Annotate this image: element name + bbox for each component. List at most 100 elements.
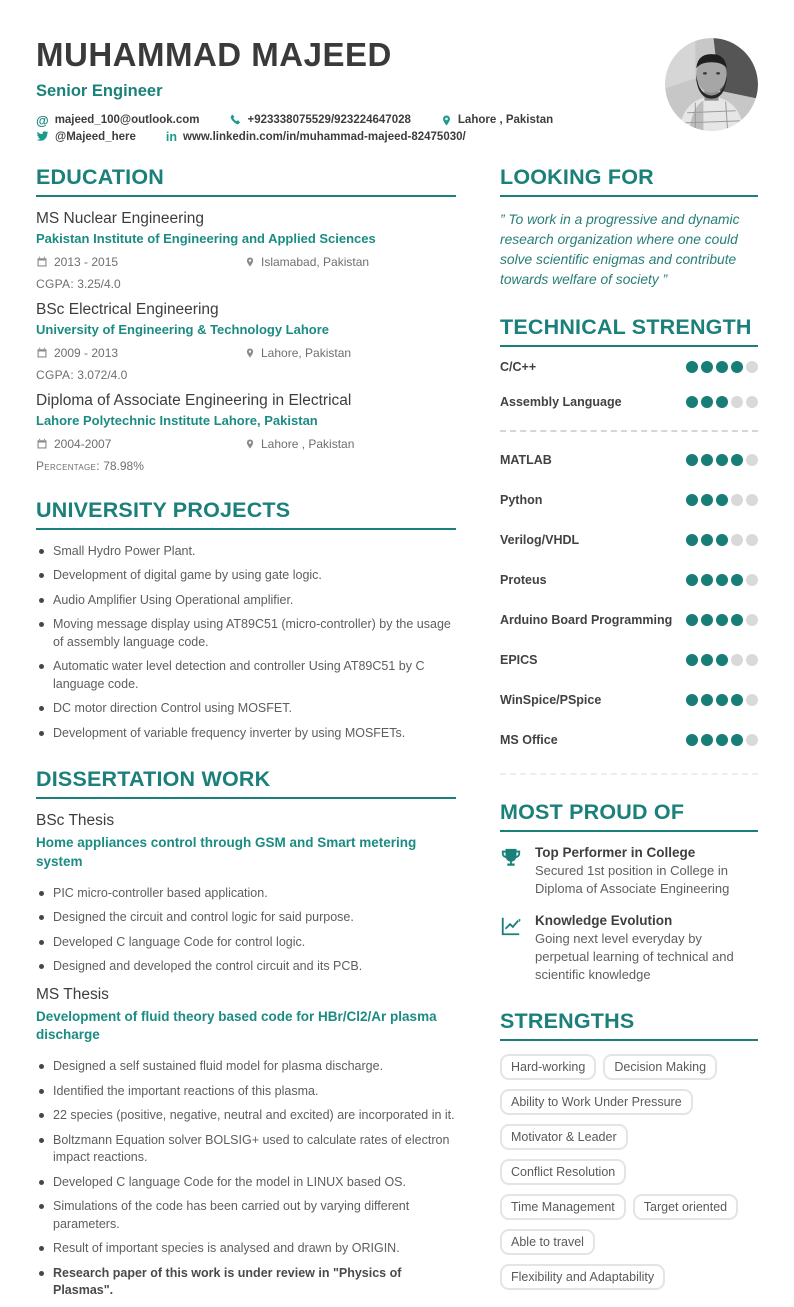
pin-icon [442, 115, 450, 126]
skill-level-dots [686, 574, 758, 587]
edu-dates: 2009 - 2013 [54, 345, 119, 360]
strength-tag: Able to travel [500, 1229, 595, 1256]
project-bullet: Moving message display using AT89C51 (mi… [36, 616, 456, 651]
skill-level-dots [686, 361, 758, 374]
bsc-thesis-list: PIC micro-controller based application. … [36, 885, 456, 976]
skill-level-dots [686, 654, 758, 667]
skills-divider [500, 773, 758, 776]
person-name: MUHAMMAD MAJEED [36, 36, 392, 73]
project-bullet: Small Hydro Power Plant. [36, 543, 456, 561]
linkedin-link[interactable]: in www.linkedin.com/in/muhammad-majeed-8… [166, 131, 466, 144]
project-bullet: Audio Amplifier Using Operational amplif… [36, 592, 456, 610]
thesis-bullet: 22 species (positive, negative, neutral … [36, 1107, 456, 1125]
twitter-link[interactable]: @Majeed_here [36, 131, 136, 144]
strength-tag: Conflict Resolution [500, 1159, 627, 1186]
skill-label: Arduino Board Programming [500, 613, 673, 628]
pin-icon [246, 439, 254, 449]
pin-icon [246, 257, 254, 267]
proud-title: Top Performer in College [535, 845, 696, 861]
twitter-icon [36, 131, 49, 142]
project-bullet: DC motor direction Control using MOSFET. [36, 700, 456, 718]
bsc-thesis-title: BSc Thesis [36, 812, 115, 830]
linkedin-text: www.linkedin.com/in/muhammad-majeed-8247… [183, 130, 466, 143]
location-text: Lahore , Pakistan [457, 114, 554, 127]
education-item: MS Nuclear Engineering Pakistan Institut… [36, 210, 456, 291]
thesis-bullet: Developed C language Code for the model … [36, 1174, 456, 1192]
skill-row: Python [500, 493, 758, 507]
strength-tag: Flexibility and Adaptability [500, 1264, 666, 1291]
university-projects-list: Small Hydro Power Plant. Development of … [36, 543, 456, 743]
edu-dates: 2004-2007 [54, 436, 112, 451]
thesis-bullet: Designed a self sustained fluid model fo… [36, 1058, 456, 1076]
chart-up-icon [501, 917, 521, 935]
school-name: Pakistan Institute of Engineering and Ap… [36, 231, 376, 247]
strength-tag: Time Management [500, 1194, 626, 1221]
calendar-icon [37, 347, 47, 358]
education-heading: EDUCATION [36, 165, 456, 198]
proud-desc: Going next level everyday by perpetual l… [535, 930, 734, 982]
bsc-thesis-subtitle: Home appliances control through GSM and … [36, 835, 417, 869]
skill-level-dots [686, 396, 758, 409]
score-label: CGPA: [36, 367, 74, 382]
ms-thesis-title: MS Thesis [36, 985, 109, 1003]
score-value: 3.25/4.0 [77, 277, 121, 292]
degree-title: MS Nuclear Engineering [36, 210, 205, 228]
project-bullet: Development of digital game by using gat… [36, 567, 456, 585]
location-item: Lahore , Pakistan [441, 114, 553, 127]
technical-strength-heading: TECHNICAL STRENGTH [500, 315, 758, 348]
education-item: Diploma of Associate Engineering in Elec… [36, 392, 456, 473]
strength-tag: Target oriented [632, 1194, 739, 1221]
phone-text: +923338075529/923224647028 [247, 114, 411, 127]
strengths-heading: STRENGTHS [500, 1009, 758, 1042]
education-item: BSc Electrical Engineering University of… [36, 301, 456, 382]
thesis-bullet-highlight: Research paper of this work is under rev… [36, 1265, 456, 1300]
thesis-bullet: Designed and developed the control circu… [36, 958, 456, 976]
email-link[interactable]: @ majeed_100@outlook.com [36, 114, 199, 127]
skill-label: Assembly Language [500, 395, 622, 410]
skill-level-dots [686, 494, 758, 507]
looking-for-heading: LOOKING FOR [500, 165, 758, 198]
at-icon: @ [36, 112, 49, 128]
thesis-bullet: Identified the important reactions of th… [36, 1083, 456, 1101]
linkedin-icon: in [165, 129, 177, 144]
proud-title: Knowledge Evolution [535, 912, 673, 928]
edu-location: Lahore, Pakistan [261, 345, 352, 360]
score-label: Percentage: [36, 458, 100, 473]
calendar-icon [37, 438, 47, 449]
skill-row: Proteus [500, 573, 758, 587]
skill-label: Proteus [500, 573, 547, 588]
proud-item: Knowledge Evolution Going next level eve… [500, 913, 758, 985]
degree-title: Diploma of Associate Engineering in Elec… [36, 391, 352, 409]
thesis-bullet: Developed C language Code for control lo… [36, 934, 456, 952]
skill-row: C/C++ [500, 360, 758, 374]
skill-row: WinSpice/PSpice [500, 693, 758, 707]
right-column: LOOKING FOR ” To work in a progressive a… [500, 143, 758, 1307]
skill-row: Assembly Language [500, 395, 758, 409]
skill-row: MATLAB [500, 453, 758, 467]
edu-location: Islamabad, Pakistan [261, 255, 370, 270]
skill-row: Verilog/VHDL [500, 533, 758, 547]
score-value: 3.072/4.0 [77, 367, 128, 382]
header: MUHAMMAD MAJEED Senior Engineer @ majeed… [36, 36, 758, 144]
most-proud-heading: MOST PROUD OF [500, 800, 758, 833]
project-bullet: Automatic water level detection and cont… [36, 658, 456, 693]
phone-link[interactable]: +923338075529/923224647028 [229, 114, 411, 127]
skill-label: C/C++ [500, 360, 537, 375]
strength-tag: Decision Making [603, 1054, 718, 1081]
skill-level-dots [686, 454, 758, 467]
trophy-icon [501, 848, 521, 866]
skill-label: EPICS [500, 653, 538, 668]
calendar-icon [37, 256, 47, 267]
objective-quote: ” To work in a progressive and dynamic r… [500, 212, 740, 288]
skill-row: Arduino Board Programming [500, 613, 758, 627]
edu-dates: 2013 - 2015 [54, 255, 119, 270]
contact-block: @ majeed_100@outlook.com +923338075529/9… [36, 114, 656, 144]
skill-level-dots [686, 534, 758, 547]
skill-level-dots [686, 694, 758, 707]
school-name: Lahore Polytechnic Institute Lahore, Pak… [36, 412, 318, 428]
thesis-bullet: Simulations of the code has been carried… [36, 1198, 456, 1233]
twitter-text: @Majeed_here [55, 130, 136, 143]
skill-label: MS Office [500, 733, 558, 748]
skill-row: MS Office [500, 733, 758, 747]
